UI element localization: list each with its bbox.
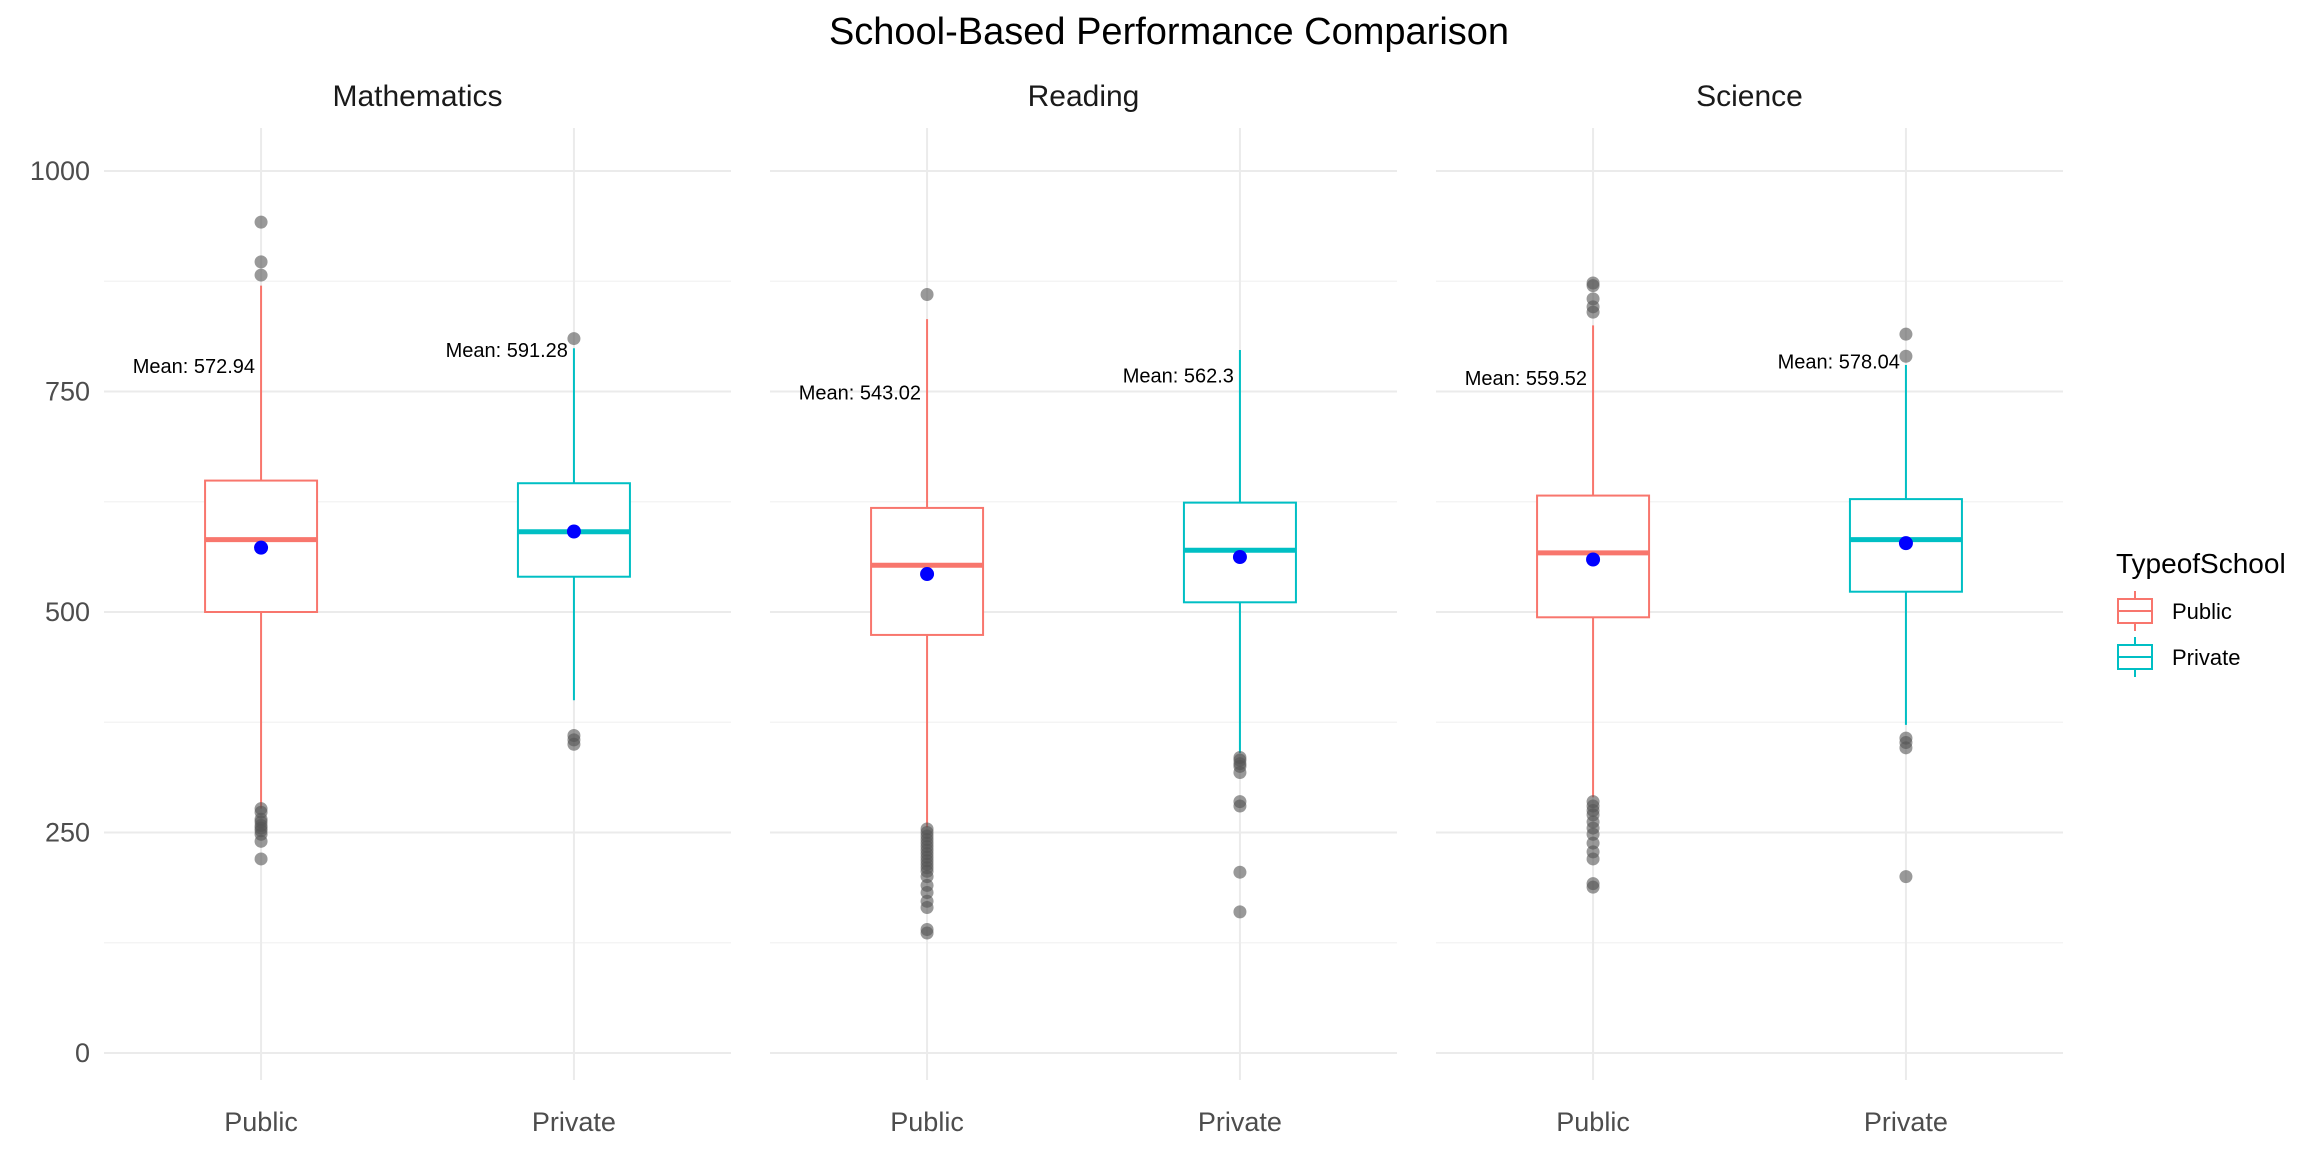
x-tick-label: Private — [1864, 1107, 1948, 1137]
legend-item-private: Private — [2117, 637, 2240, 677]
outlier-point — [254, 215, 268, 229]
y-tick-label: 250 — [45, 818, 90, 848]
outlier-point — [254, 268, 268, 282]
facet-title: Mathematics — [332, 80, 502, 113]
mean-label: Mean: 578.04 — [1778, 352, 1900, 374]
mean-label: Mean: 562.3 — [1123, 365, 1234, 387]
x-tick-label: Private — [532, 1107, 616, 1137]
mean-point — [920, 567, 935, 582]
chart-title: School-Based Performance Comparison — [829, 11, 1509, 53]
outlier-point — [254, 852, 268, 866]
facet-title: Reading — [1028, 80, 1140, 113]
y-tick-label: 0 — [75, 1038, 90, 1068]
outlier-point — [1586, 852, 1600, 866]
outlier-point — [920, 900, 934, 914]
facet-title: Science — [1696, 80, 1803, 113]
legend-title: TypeofSchool — [2116, 548, 2286, 579]
mean-point — [566, 524, 581, 539]
legend: TypeofSchool Public Private — [2116, 548, 2286, 677]
mean-point — [1586, 552, 1601, 567]
x-tick-label: Private — [1198, 1107, 1282, 1137]
legend-item-public: Public — [2117, 591, 2232, 631]
panel-mathematics: Mathematics 0 250 500 750 1000 Mean: 572.94 Mea… — [30, 80, 731, 1137]
mean-label: Mean: 591.28 — [446, 340, 568, 362]
outlier-point — [1233, 799, 1247, 813]
y-tick-label: 500 — [45, 597, 90, 627]
legend-label: Public — [2172, 599, 2232, 624]
mean-label: Mean: 559.52 — [1465, 368, 1587, 390]
box-private: Mean: 562.3 — [1123, 350, 1297, 919]
outlier-point — [254, 255, 268, 269]
box-public: Mean: 572.94 — [133, 215, 319, 866]
mean-label: Mean: 543.02 — [799, 382, 921, 404]
mean-label: Mean: 572.94 — [133, 356, 255, 378]
outlier-point — [920, 287, 934, 301]
box-public: Mean: 559.52 — [1465, 276, 1651, 894]
outlier-point — [1233, 905, 1247, 919]
outlier-point — [1899, 349, 1913, 363]
panel-science: Science Mean: 559.52 Mean: 578.04 Public Pri… — [1436, 80, 2063, 1137]
outlier-point — [920, 926, 934, 940]
outlier-point — [254, 834, 268, 848]
panels: Mathematics 0 250 500 750 1000 Mean: 572.94 Mea… — [30, 80, 2063, 1137]
legend-label: Private — [2172, 645, 2240, 670]
outlier-point — [1586, 279, 1600, 293]
outlier-point — [567, 332, 581, 346]
outlier-point — [1899, 741, 1913, 755]
outlier-point — [1899, 870, 1913, 884]
outlier-point — [1586, 305, 1600, 319]
outlier-point — [567, 737, 581, 751]
box-private: Mean: 591.28 — [446, 332, 631, 751]
mean-point — [1898, 536, 1913, 551]
box-private: Mean: 578.04 — [1778, 327, 1963, 884]
panel-reading: Reading Mean: 543.02 Mean: 562.3 Public Priv… — [770, 80, 1397, 1137]
y-tick-label: 750 — [45, 377, 90, 407]
box-public: Mean: 543.02 — [799, 287, 985, 940]
x-tick-label: Public — [890, 1107, 964, 1137]
outlier-point — [1586, 880, 1600, 894]
x-tick-label: Public — [1556, 1107, 1630, 1137]
y-tick-label: 1000 — [30, 156, 90, 186]
outlier-point — [1233, 766, 1247, 780]
outlier-point — [1233, 865, 1247, 879]
x-tick-label: Public — [224, 1107, 298, 1137]
mean-point — [1232, 550, 1247, 565]
outlier-point — [1899, 327, 1913, 341]
mean-point — [254, 540, 269, 555]
